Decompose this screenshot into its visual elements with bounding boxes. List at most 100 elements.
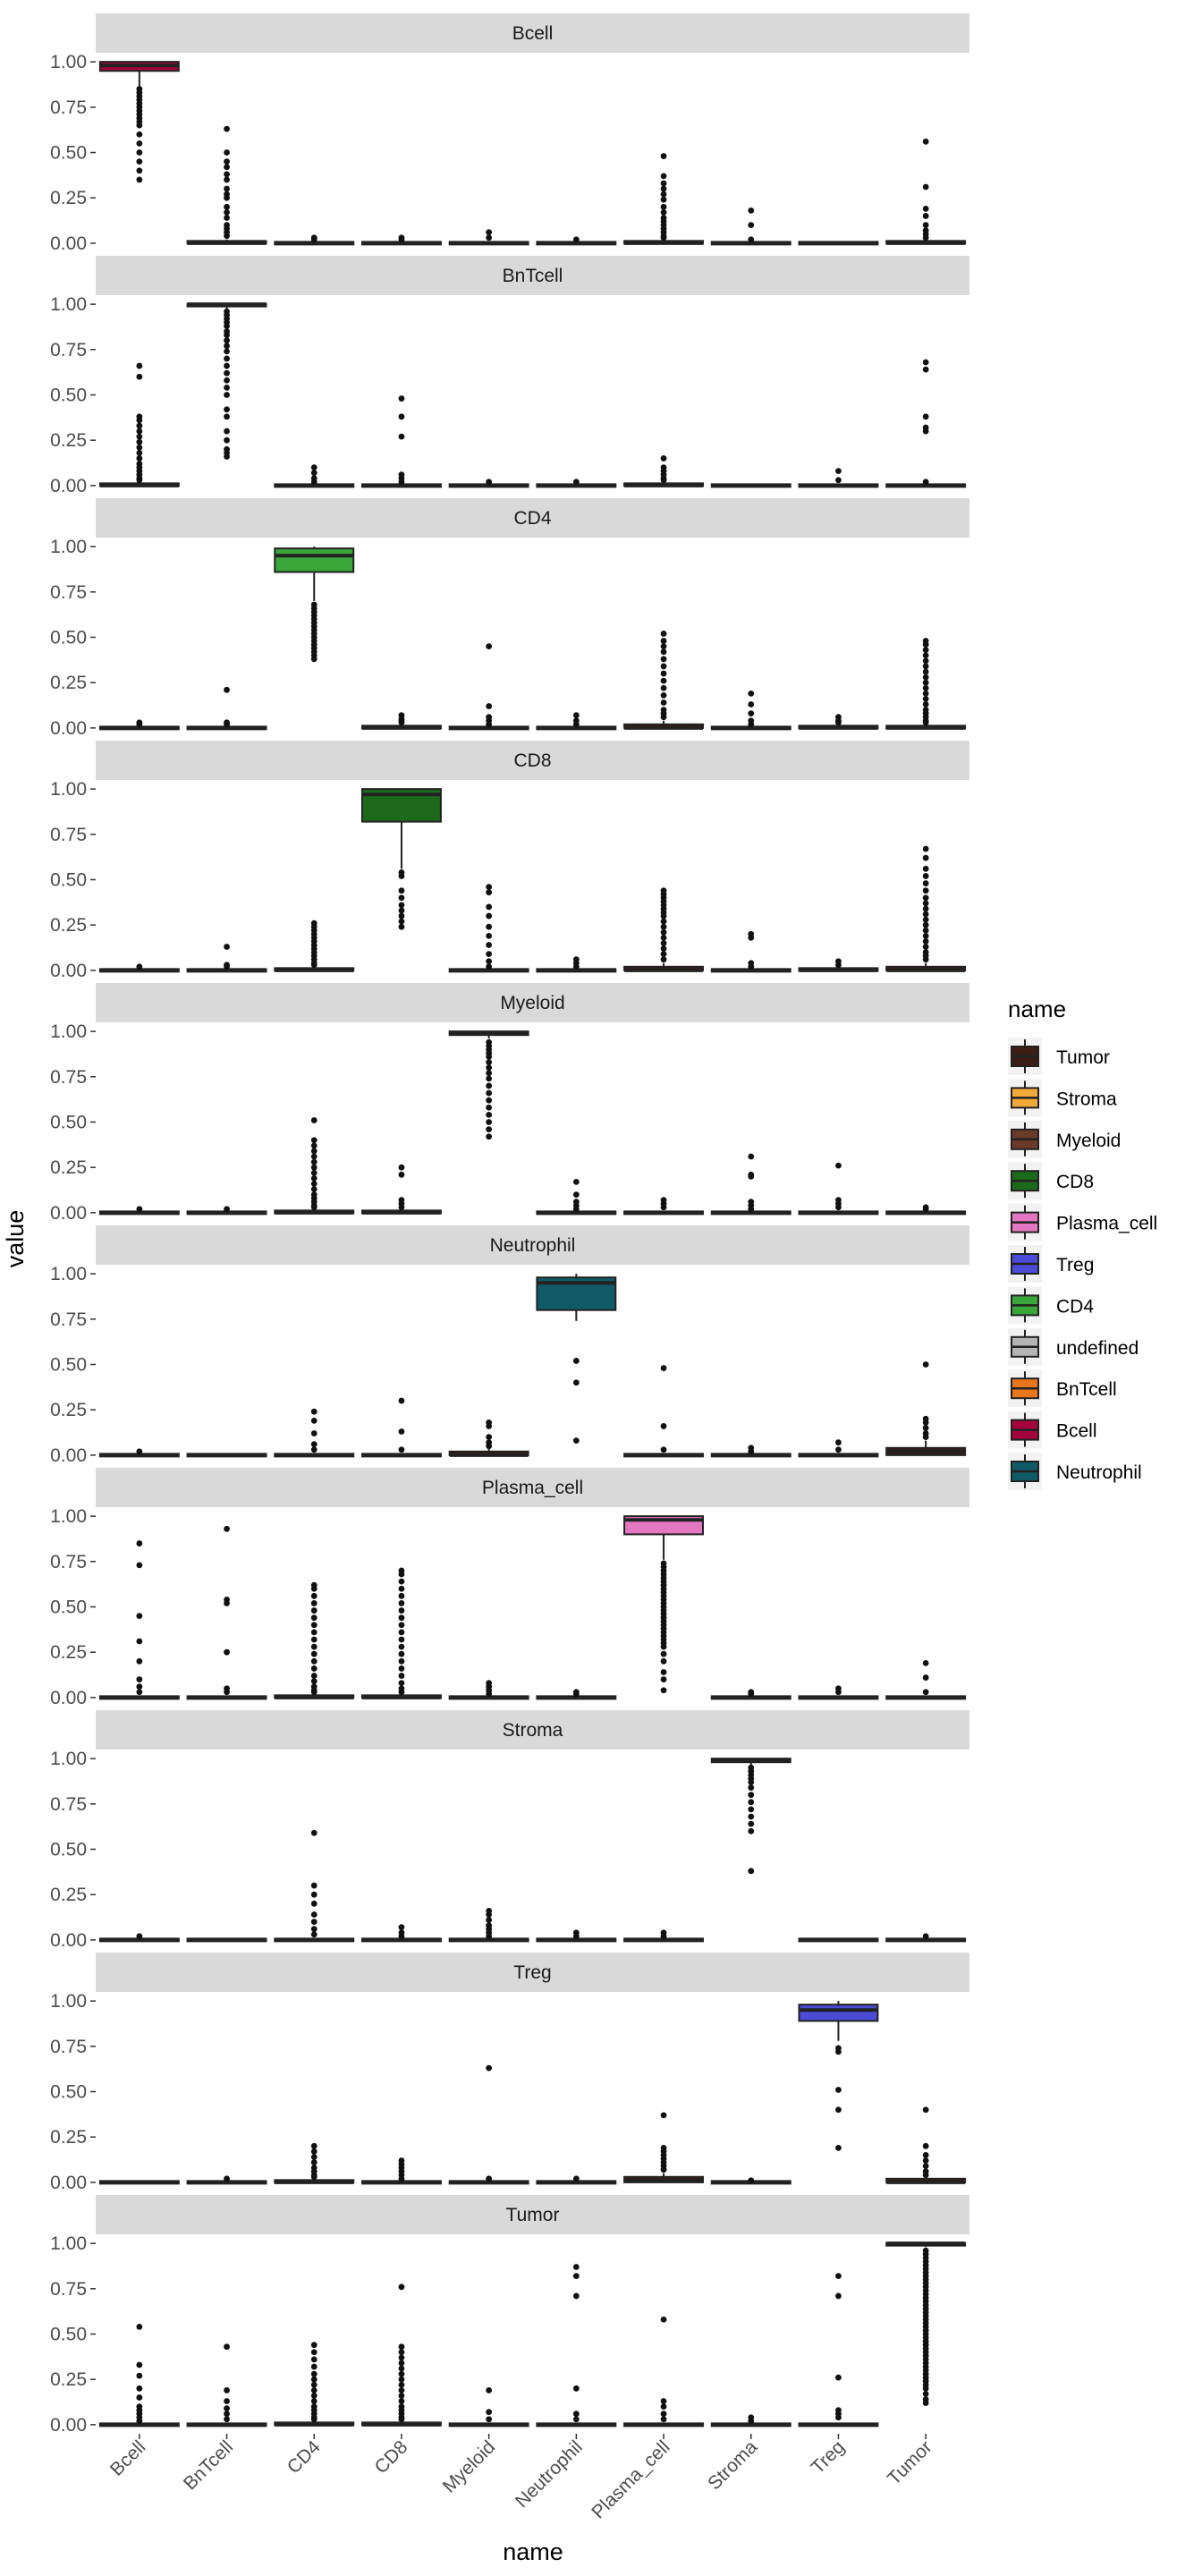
facet-strip xyxy=(96,1225,969,1265)
outlier-point xyxy=(572,1358,580,1364)
outlier-point xyxy=(136,1657,143,1665)
outlier-point xyxy=(835,1439,842,1446)
outlier-point xyxy=(136,2385,143,2392)
outlier-point xyxy=(660,643,667,650)
box-bntcell xyxy=(186,944,267,973)
box-cd4 xyxy=(274,1117,355,1215)
y-tick-label: 0.00 xyxy=(50,718,87,739)
outlier-point xyxy=(310,1158,317,1165)
outlier-point xyxy=(922,887,929,894)
box-treg xyxy=(798,1439,879,1458)
legend-label: Tumor xyxy=(1056,1047,1110,1068)
outlier-point xyxy=(398,2349,405,2356)
box-myeloid xyxy=(448,1030,529,1140)
box-stroma xyxy=(710,207,791,246)
box-cd4 xyxy=(274,1581,355,1699)
box-plasma-cell xyxy=(623,631,705,730)
box-cd8 xyxy=(360,234,442,246)
outlier-point xyxy=(922,1206,929,1213)
outlier-point xyxy=(660,2316,667,2323)
outlier-point xyxy=(398,1592,405,1599)
box-bcell xyxy=(98,963,180,973)
outlier-point xyxy=(660,923,667,930)
outlier-point xyxy=(398,2354,405,2361)
box-myeloid xyxy=(448,643,529,731)
outlier-point xyxy=(310,1446,317,1453)
box-bntcell xyxy=(186,125,267,245)
outlier-point xyxy=(922,652,929,659)
outlier-point xyxy=(572,479,580,486)
outlier-point xyxy=(224,194,230,201)
outlier-point xyxy=(224,453,230,460)
y-tick-label: 1.00 xyxy=(50,779,87,800)
facet-strip-label: Plasma_cell xyxy=(482,1478,583,1498)
y-tick-label: 0.00 xyxy=(50,233,87,254)
outlier-point xyxy=(224,203,230,210)
outlier-point xyxy=(922,1419,929,1426)
outlier-point xyxy=(486,942,493,948)
outlier-point xyxy=(660,912,667,919)
outlier-point xyxy=(398,1397,405,1404)
box-cd8 xyxy=(360,788,442,930)
outlier-point xyxy=(660,173,667,180)
outlier-point xyxy=(660,2112,667,2119)
outlier-point xyxy=(136,963,143,970)
x-tick-label: Treg xyxy=(808,2436,849,2478)
outlier-point xyxy=(398,873,405,879)
outlier-point xyxy=(398,413,405,420)
y-tick-label: 0.75 xyxy=(50,2037,87,2057)
box-treg xyxy=(798,468,879,488)
outlier-point xyxy=(310,1891,317,1898)
outlier-point xyxy=(136,1689,143,1696)
outlier-point xyxy=(572,721,580,728)
legend-entry-cd8: CD8 xyxy=(1008,1162,1094,1200)
x-axis: Bcell BnTcell CD4 CD8 Myeloid Neutrophil Plasm… xyxy=(106,2434,936,2523)
outlier-point xyxy=(136,477,143,484)
x-tick-label: CD4 xyxy=(284,2436,325,2478)
outlier-point xyxy=(398,395,405,402)
outlier-point xyxy=(224,963,230,970)
y-tick-label: 1.00 xyxy=(50,1506,87,1527)
outlier-point xyxy=(136,362,143,369)
y-tick-label: 0.50 xyxy=(50,628,87,648)
outlier-point xyxy=(486,912,493,919)
x-tick-label: BnTcell xyxy=(180,2436,237,2494)
outlier-point xyxy=(572,2411,580,2418)
outlier-point xyxy=(224,2343,230,2351)
outlier-point xyxy=(572,1933,580,1940)
legend-entry-treg: Treg xyxy=(1008,1245,1094,1283)
legend-entry-myeloid: Myeloid xyxy=(1008,1120,1121,1158)
outlier-point xyxy=(486,923,493,930)
outlier-point xyxy=(660,648,667,656)
y-tick-label: 0.25 xyxy=(50,188,87,208)
outlier-point xyxy=(398,2284,405,2291)
outlier-point xyxy=(922,911,929,918)
box-treg xyxy=(798,241,879,246)
box-cd4 xyxy=(274,464,355,488)
box-bntcell xyxy=(186,686,267,731)
outlier-point xyxy=(922,479,929,486)
outlier-point xyxy=(748,1813,755,1820)
outlier-point xyxy=(136,131,143,138)
outlier-point xyxy=(398,433,405,440)
outlier-point xyxy=(922,641,929,648)
outlier-point xyxy=(398,2376,405,2383)
outlier-point xyxy=(660,691,667,699)
y-axis-title: value xyxy=(2,1210,29,1268)
facet-strip xyxy=(96,1953,969,1992)
outlier-point xyxy=(224,158,230,165)
box-bcell xyxy=(98,1206,180,1216)
outlier-point xyxy=(310,1137,317,1144)
outlier-point xyxy=(136,2323,143,2330)
outlier-point xyxy=(572,712,580,719)
outlier-point xyxy=(922,932,929,939)
outlier-point xyxy=(398,2386,405,2394)
outlier-point xyxy=(922,2385,929,2392)
outlier-point xyxy=(310,2416,317,2423)
y-tick-label: 0.75 xyxy=(50,1552,87,1572)
outlier-point xyxy=(660,1676,667,1682)
box-bntcell xyxy=(186,2175,267,2185)
legend-title: name xyxy=(1008,996,1066,1022)
outlier-point xyxy=(486,1690,493,1698)
outlier-point xyxy=(136,158,143,165)
